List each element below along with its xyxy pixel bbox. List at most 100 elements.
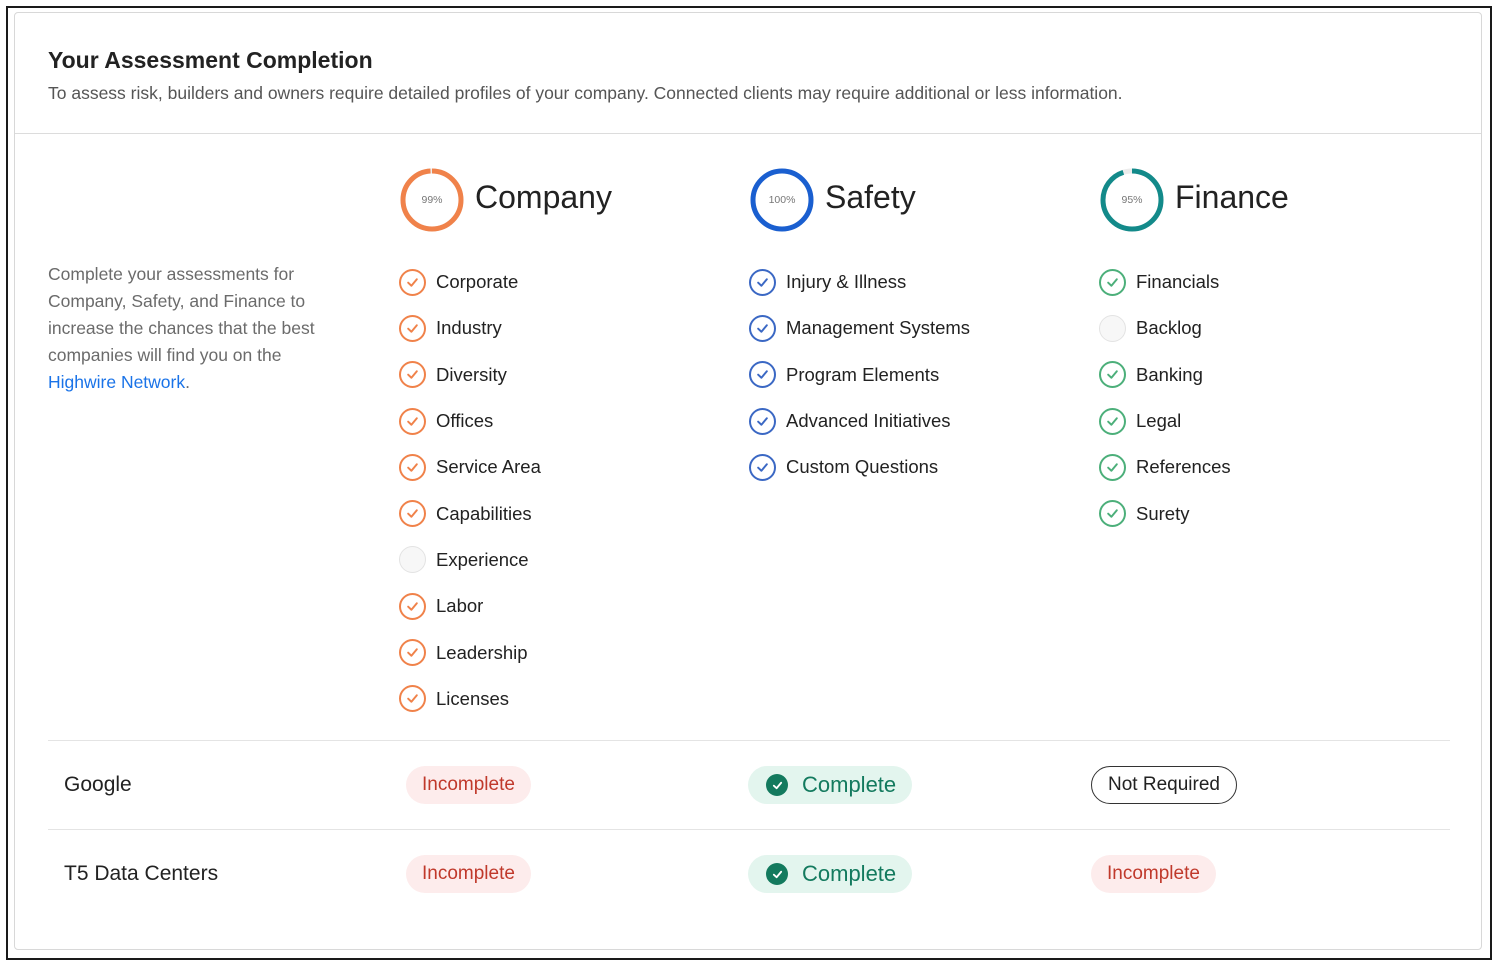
finance-percent-label: 95% [1121,194,1143,206]
company-item-labor[interactable]: Labor [399,583,541,629]
badge-label: Incomplete [422,774,515,795]
check-circle-icon [1099,453,1126,481]
safety-title: Safety [825,179,916,215]
item-label: Experience [436,548,529,570]
finance-progress-ring [1100,168,1164,232]
check-circle-icon [399,314,426,342]
safety-item-management-systems[interactable]: Management Systems [749,305,970,351]
empty-circle-icon [1099,314,1126,342]
safety-status-badge[interactable]: Complete [748,766,913,804]
finance-title: Finance [1175,179,1289,215]
item-label: Backlog [1136,317,1202,339]
finance-item-list: Financials Backlog Banking Legal Referen… [1099,259,1231,537]
safety-item-list: Injury & Illness Management Systems Prog… [749,259,970,490]
check-circle-filled-icon [766,863,788,885]
finance-item-backlog[interactable]: Backlog [1099,305,1231,351]
item-label: Management Systems [786,317,971,339]
company-header: 99% Company [399,167,729,233]
client-row-google: Google Incomplete Complete Not Required [48,741,1450,829]
item-label: Licenses [436,687,510,709]
badge-label: Incomplete [422,863,515,884]
check-circle-icon [399,407,426,435]
check-circle-icon [1099,361,1126,389]
highwire-network-link[interactable]: Highwire Network [48,372,186,392]
safety-item-advanced-initiatives[interactable]: Advanced Initiatives [749,398,970,444]
finance-column: 95% Finance Financials Backlog Banking L… [1099,167,1429,528]
company-item-service-area[interactable]: Service Area [399,444,541,490]
item-label: Labor [436,595,484,617]
company-item-leadership[interactable]: Leadership [399,629,541,675]
finance-status-badge[interactable]: Incomplete [1091,855,1216,893]
check-circle-icon [749,314,776,342]
client-name: Google [64,773,132,796]
safety-column: 100% Safety Injury & Illness Management … [749,167,1079,481]
page-subtitle: To assess risk, builders and owners requ… [48,83,1123,103]
item-label: Industry [436,317,502,339]
company-status-badge[interactable]: Incomplete [406,766,531,804]
company-item-industry[interactable]: Industry [399,305,541,351]
check-circle-icon [1099,407,1126,435]
company-item-capabilities[interactable]: Capabilities [399,490,541,536]
item-label: References [1136,456,1231,478]
badge-label: Incomplete [1107,863,1200,884]
check-circle-icon [399,361,426,389]
intro-body: Complete your assessments for Company, S… [48,264,315,365]
finance-item-surety[interactable]: Surety [1099,490,1231,536]
item-label: Surety [1136,502,1190,524]
finance-item-legal[interactable]: Legal [1099,398,1231,444]
row-divider [48,740,1450,741]
company-column: 99% Company Corporate Industry Diversity… [399,167,729,713]
finance-item-references[interactable]: References [1099,444,1231,490]
check-circle-icon [749,453,776,481]
company-status-badge[interactable]: Incomplete [406,855,531,893]
item-label: Corporate [436,271,519,293]
item-label: Diversity [436,363,507,385]
check-circle-icon [749,268,776,296]
check-circle-icon [399,500,426,528]
finance-status-badge[interactable]: Not Required [1091,766,1237,804]
check-circle-icon [399,639,426,667]
finance-item-financials[interactable]: Financials [1099,259,1231,305]
check-circle-icon [399,685,426,713]
safety-percent-label: 100% [768,194,796,206]
card-header: Your Assessment Completion To assess ris… [15,13,1481,134]
badge-label: Not Required [1108,774,1220,795]
item-label: Program Elements [786,363,940,385]
item-label: Service Area [436,456,541,478]
assessment-completion-card: Your Assessment Completion To assess ris… [14,12,1482,950]
badge-label: Complete [802,861,897,886]
client-name: T5 Data Centers [64,862,219,885]
item-label: Advanced Initiatives [786,410,951,432]
company-percent-label: 99% [421,194,443,206]
item-label: Offices [436,410,494,432]
finance-item-banking[interactable]: Banking [1099,352,1231,398]
company-item-corporate[interactable]: Corporate [399,259,541,305]
safety-item-injury-illness[interactable]: Injury & Illness [749,259,970,305]
company-item-offices[interactable]: Offices [399,398,541,444]
company-item-experience[interactable]: Experience [399,537,541,583]
intro-suffix: . [185,372,190,392]
client-row-t5-data-centers: T5 Data Centers Incomplete Complete Inco… [48,830,1450,918]
check-circle-icon [1099,268,1126,296]
company-item-licenses[interactable]: Licenses [399,676,541,722]
check-circle-icon [749,407,776,435]
check-circle-icon [1099,500,1126,528]
safety-item-program-elements[interactable]: Program Elements [749,352,970,398]
safety-header: 100% Safety [749,167,1079,233]
item-label: Banking [1136,363,1203,385]
safety-item-custom-questions[interactable]: Custom Questions [749,444,970,490]
empty-circle-icon [399,546,426,574]
safety-status-badge[interactable]: Complete [748,855,913,893]
safety-progress-ring [750,168,814,232]
check-circle-icon [399,592,426,620]
company-progress-ring [400,168,464,232]
company-item-diversity[interactable]: Diversity [399,352,541,398]
intro-text: Complete your assessments for Company, S… [48,261,348,396]
check-circle-icon [749,361,776,389]
item-label: Leadership [436,641,528,663]
company-item-list: Corporate Industry Diversity Offices Ser… [399,259,541,722]
badge-label: Complete [802,772,897,797]
check-circle-filled-icon [766,774,788,796]
company-title: Company [475,179,612,215]
item-label: Capabilities [436,502,532,524]
